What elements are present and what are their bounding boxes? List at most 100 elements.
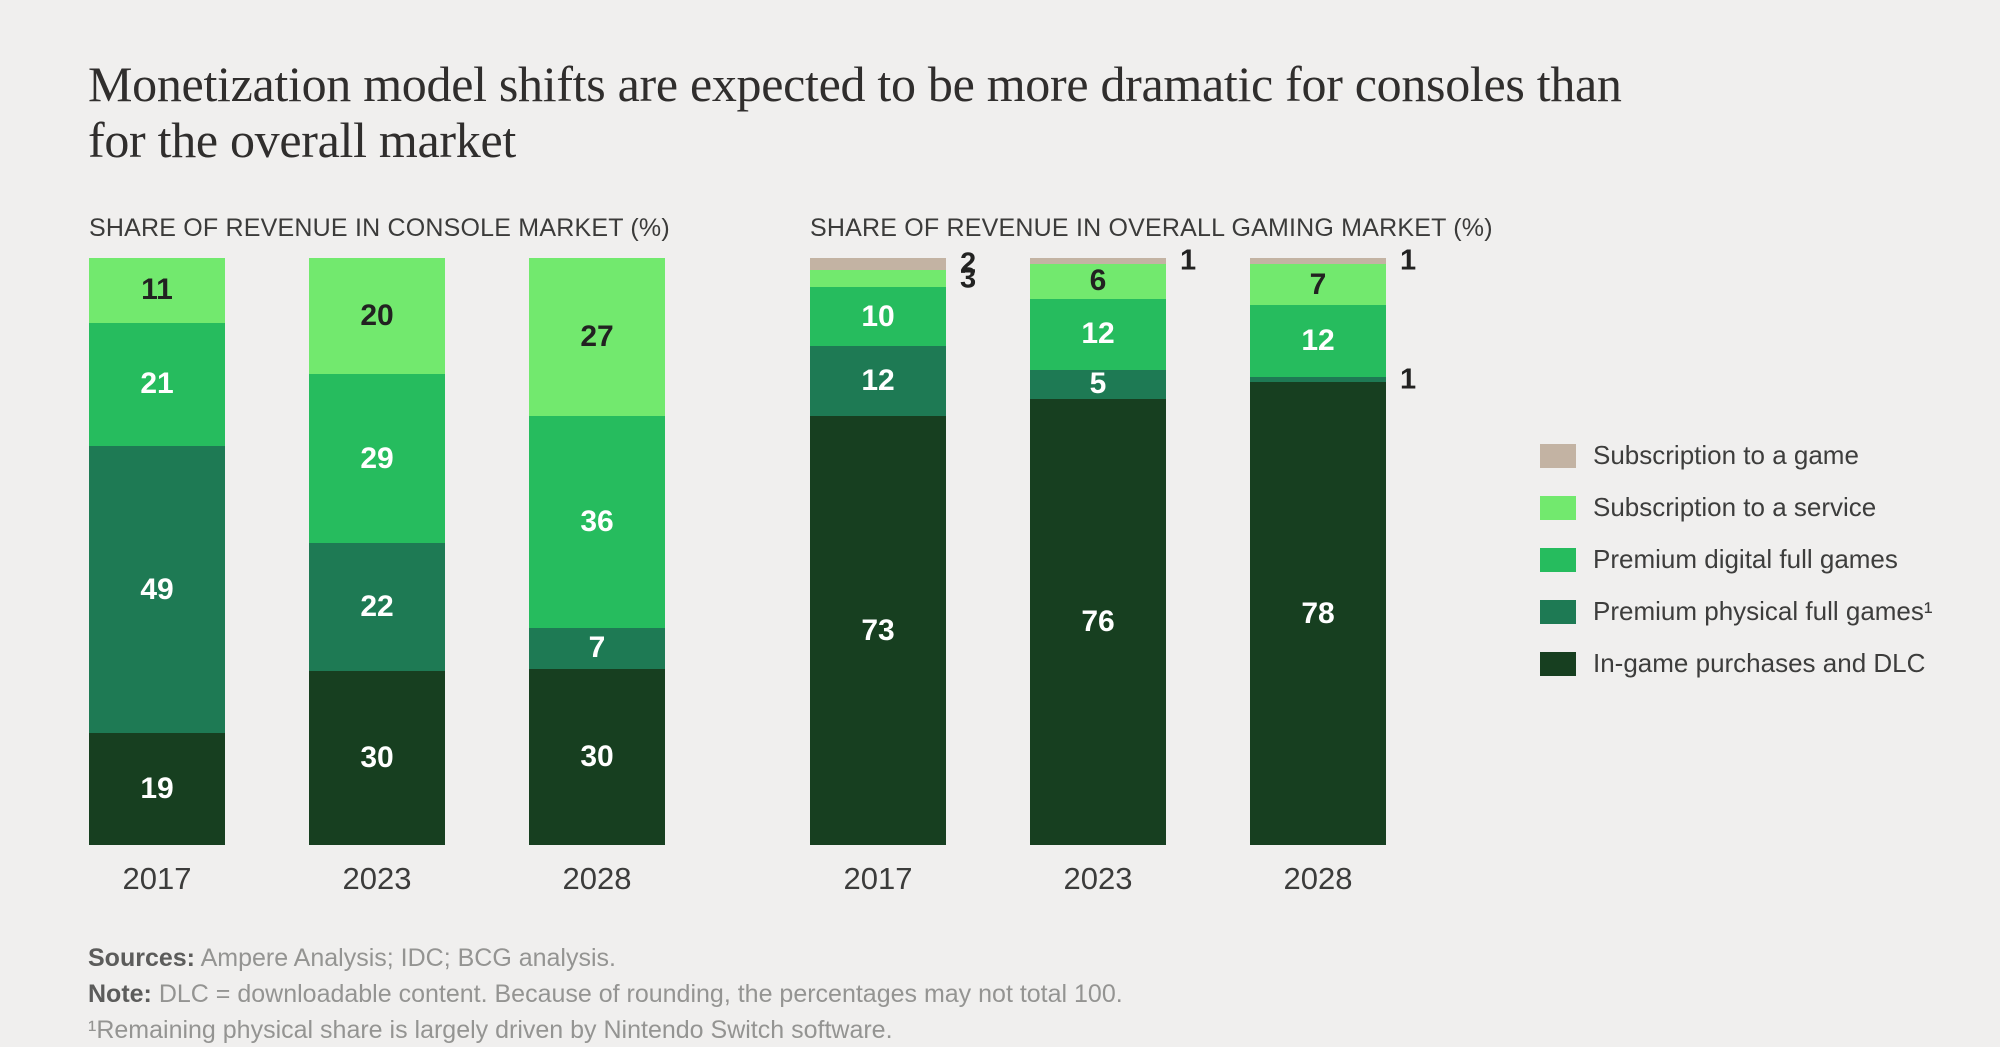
segment-console-2028-ingame: 30 bbox=[529, 668, 665, 845]
segment-overall-2028-game: 1 bbox=[1250, 244, 1416, 276]
segment-overall-2017-game: 2 bbox=[810, 247, 976, 279]
value-label-outside: 3 bbox=[960, 262, 977, 295]
value-label-outside: 1 bbox=[1400, 244, 1417, 277]
segment-overall-2023-service: 6 bbox=[1030, 263, 1166, 300]
legend-label-subscription-game: Subscription to a game bbox=[1593, 440, 1859, 470]
segment-overall-2028-digital: 12 bbox=[1250, 305, 1386, 377]
value-label: 73 bbox=[861, 613, 895, 647]
value-label: 76 bbox=[1081, 604, 1115, 638]
segment-console-2023-physical: 22 bbox=[309, 542, 445, 671]
console-chart-plot: 11 21 49 19 2017 20 29 22 30 2023 27 36 7 30 2028 bbox=[89, 258, 670, 897]
bar-overall-2028: 1 7 12 1 78 2028 bbox=[1250, 244, 1416, 897]
stacked-bar: 20 29 22 30 bbox=[309, 258, 445, 845]
segment-overall-2028-physical: 1 bbox=[1250, 363, 1416, 395]
value-label: 21 bbox=[140, 367, 174, 401]
segment-console-2028-digital: 36 bbox=[529, 416, 665, 628]
segment-overall-2023-ingame: 76 bbox=[1030, 398, 1166, 845]
stacked-bar: 2 3 10 12 73 bbox=[810, 247, 976, 845]
value-label: 5 bbox=[1089, 367, 1107, 401]
segment-overall-2023-game: 1 bbox=[1030, 244, 1196, 276]
x-axis-label-2017: 2017 bbox=[122, 861, 192, 896]
value-label: 49 bbox=[140, 572, 174, 606]
figure-title-line2: for the overall market bbox=[88, 112, 516, 168]
stacked-bar: 1 7 12 1 78 bbox=[1250, 244, 1416, 845]
note-text: DLC = downloadable content. Because of r… bbox=[158, 980, 1123, 1008]
legend-label-premium-digital: Premium digital full games bbox=[1593, 544, 1898, 574]
note-line: Note: DLC = downloadable content. Becaus… bbox=[88, 976, 1123, 1012]
x-axis-label-2028: 2028 bbox=[1283, 861, 1353, 896]
figure-title-line1: Monetization model shifts are expected t… bbox=[88, 56, 1622, 112]
bar-overall-2017: 2 3 10 12 73 2017 bbox=[810, 247, 976, 897]
bar-overall-2023: 1 6 12 5 76 2023 bbox=[1030, 244, 1196, 897]
value-label: 20 bbox=[360, 299, 394, 333]
value-label: 30 bbox=[580, 739, 614, 773]
stacked-bar: 27 36 7 30 bbox=[529, 258, 665, 845]
value-label: 19 bbox=[140, 772, 174, 806]
overall-market-chart: SHARE OF REVENUE IN OVERALL GAMING MARKE… bbox=[810, 214, 1493, 897]
x-axis-label-2023: 2023 bbox=[1063, 861, 1133, 896]
segment-overall-2017-service: 3 bbox=[810, 262, 976, 294]
value-label-outside: 2 bbox=[960, 247, 977, 280]
bar-console-2023: 20 29 22 30 2023 bbox=[309, 258, 445, 897]
segment-console-2028-service: 27 bbox=[529, 258, 665, 417]
segment-console-2023-ingame: 30 bbox=[309, 670, 445, 845]
value-label: 11 bbox=[141, 273, 173, 307]
value-label: 36 bbox=[580, 505, 614, 539]
legend-label-ingame-purchases: In-game purchases and DLC bbox=[1593, 648, 1926, 678]
overall-chart-heading: SHARE OF REVENUE IN OVERALL GAMING MARKE… bbox=[810, 214, 1493, 242]
stacked-bar: 1 6 12 5 76 bbox=[1030, 244, 1196, 845]
value-label: 10 bbox=[861, 299, 895, 333]
sources-label: Sources: bbox=[88, 944, 195, 972]
legend-label-premium-physical: Premium physical full games¹ bbox=[1593, 596, 1933, 626]
legend-swatch-ingame-purchases bbox=[1540, 651, 1576, 676]
legend-swatch-subscription-service bbox=[1540, 495, 1576, 520]
segment-console-2017-ingame: 19 bbox=[89, 733, 225, 845]
bar-console-2017: 11 21 49 19 2017 bbox=[89, 258, 225, 897]
legend-item-premium-digital: Premium digital full games bbox=[1540, 544, 1933, 575]
segment-console-2017-service: 11 bbox=[89, 258, 225, 323]
legend-item-subscription-service: Subscription to a service bbox=[1540, 492, 1933, 523]
segment-overall-2028-service: 7 bbox=[1250, 263, 1386, 306]
segment-overall-2017-ingame: 73 bbox=[810, 416, 946, 845]
legend: Subscription to a game Subscription to a… bbox=[1540, 440, 1933, 679]
segment-console-2023-digital: 29 bbox=[309, 374, 445, 543]
x-axis-label-2023: 2023 bbox=[342, 861, 412, 896]
value-label: 27 bbox=[580, 320, 614, 354]
value-label: 7 bbox=[1309, 267, 1327, 301]
value-label-outside: 1 bbox=[1180, 244, 1197, 277]
note-label: Note: bbox=[88, 980, 152, 1008]
segment-overall-2028-ingame: 78 bbox=[1250, 382, 1386, 845]
figure-title: Monetization model shifts are expected t… bbox=[88, 56, 1918, 168]
value-label: 22 bbox=[360, 589, 394, 623]
legend-item-ingame-purchases: In-game purchases and DLC bbox=[1540, 648, 1933, 679]
x-axis-label-2028: 2028 bbox=[562, 861, 632, 896]
sources-line: Sources: Ampere Analysis; IDC; BCG analy… bbox=[88, 940, 1123, 976]
stacked-bar: 11 21 49 19 bbox=[89, 258, 225, 845]
value-label: 6 bbox=[1089, 264, 1107, 298]
bar-console-2028: 27 36 7 30 2028 bbox=[529, 258, 665, 897]
legend-swatch-premium-physical bbox=[1540, 599, 1576, 624]
segment-overall-2017-digital: 10 bbox=[810, 287, 946, 347]
footnote-line: ¹Remaining physical share is largely dri… bbox=[88, 1016, 893, 1044]
legend-item-premium-physical: Premium physical full games¹ bbox=[1540, 596, 1933, 627]
value-label: 12 bbox=[1081, 317, 1115, 351]
segment-overall-2023-digital: 12 bbox=[1030, 299, 1166, 370]
value-label: 12 bbox=[1301, 323, 1335, 357]
sources-text: Ampere Analysis; IDC; BCG analysis. bbox=[200, 944, 616, 972]
value-label-outside: 1 bbox=[1400, 363, 1417, 396]
segment-overall-2023-physical: 5 bbox=[1030, 367, 1166, 401]
value-label: 29 bbox=[360, 441, 394, 475]
segment-console-2028-physical: 7 bbox=[529, 627, 665, 669]
value-label: 12 bbox=[861, 364, 895, 398]
value-label: 7 bbox=[588, 631, 606, 665]
overall-chart-plot: 2 3 10 12 73 2017 1 6 12 5 76 2023 1 7 12 1 78 2028 bbox=[810, 244, 1493, 897]
value-label: 78 bbox=[1301, 596, 1335, 630]
console-chart-heading: SHARE OF REVENUE IN CONSOLE MARKET (%) bbox=[89, 214, 670, 242]
segment-overall-2017-physical: 12 bbox=[810, 346, 946, 417]
legend-swatch-premium-digital bbox=[1540, 547, 1576, 572]
segment-console-2023-service: 20 bbox=[309, 258, 445, 375]
segment-console-2017-digital: 21 bbox=[89, 322, 225, 446]
legend-label-subscription-service: Subscription to a service bbox=[1593, 492, 1877, 522]
console-market-chart: SHARE OF REVENUE IN CONSOLE MARKET (%) 1… bbox=[89, 214, 670, 897]
x-axis-label-2017: 2017 bbox=[843, 861, 913, 896]
